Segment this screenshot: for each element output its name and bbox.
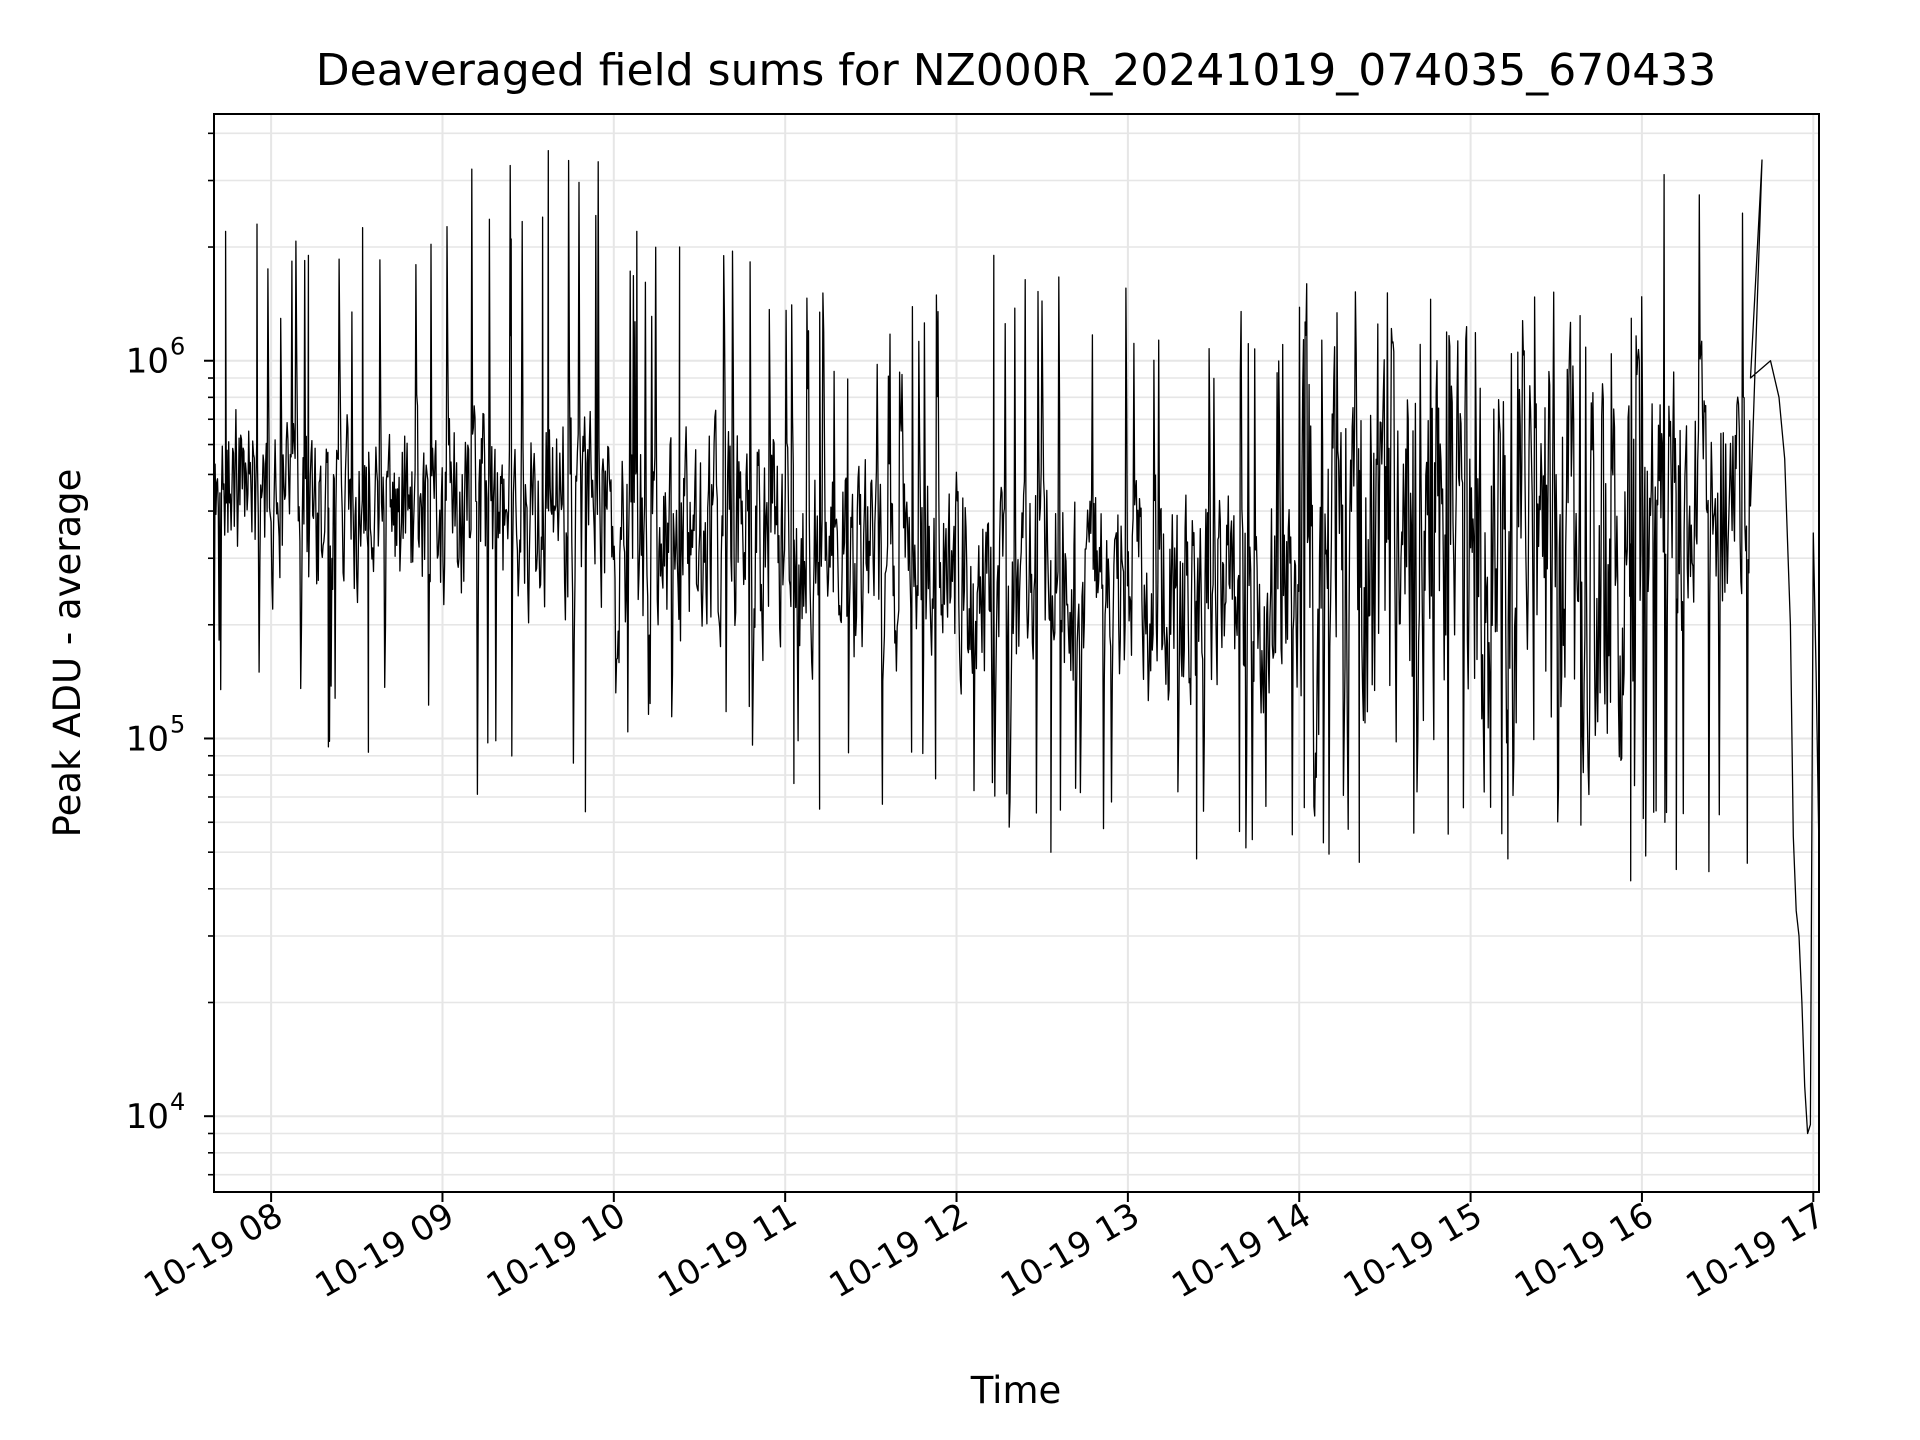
- y-tick-label: 10 5: [126, 710, 186, 759]
- y-tick-base: 10: [126, 342, 169, 382]
- chart-title: Deaveraged field sums for NZ000R_2024101…: [316, 45, 1716, 96]
- y-tick-base: 10: [126, 719, 169, 759]
- y-tick-exponent: 5: [170, 710, 185, 738]
- y-axis-label: Peak ADU - average: [46, 469, 89, 838]
- x-axis-label: Time: [970, 1369, 1062, 1412]
- grid: [214, 114, 1819, 1192]
- data-series: [213, 149, 1820, 1135]
- plot-frame: [213, 113, 1820, 1193]
- y-tick-base: 10: [126, 1097, 169, 1137]
- y-tick-label: 10 4: [126, 1088, 186, 1137]
- y-tick-exponent: 6: [170, 333, 185, 361]
- y-tick-exponent: 4: [170, 1088, 185, 1116]
- series-line: [213, 149, 1820, 1135]
- y-tick-label: 10 6: [126, 333, 186, 382]
